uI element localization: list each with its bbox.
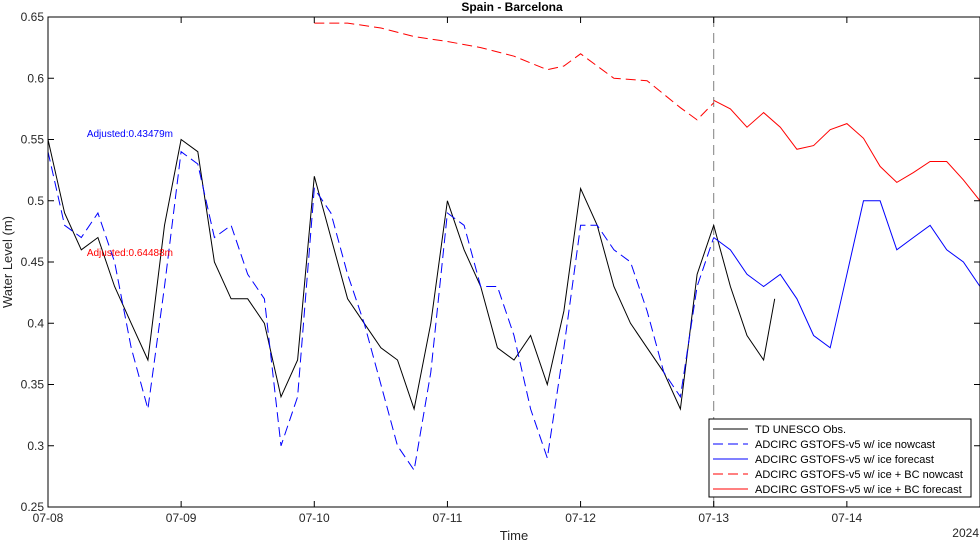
y-tick-label: 0.3 <box>27 439 44 453</box>
adjusted-annotation-1: Adjusted:0.43479m <box>87 129 173 140</box>
x-axis-label: Time <box>500 528 528 541</box>
legend-label: ADCIRC GSTOFS-v5 w/ ice + BC forecast <box>755 484 962 496</box>
x-tick-label: 07-09 <box>166 511 197 525</box>
legend-label: ADCIRC GSTOFS-v5 w/ ice + BC nowcast <box>755 469 963 481</box>
series-line-1 <box>48 138 776 411</box>
chart-title: Spain - Barcelona <box>461 0 563 14</box>
y-tick-label: 0.55 <box>21 133 45 147</box>
x-tick-label: 07-11 <box>433 511 463 525</box>
x-tick-label: 07-08 <box>33 511 64 525</box>
legend-label: ADCIRC GSTOFS-v5 w/ ice forecast <box>755 454 934 466</box>
series-line-4 <box>314 22 715 121</box>
legend-label: ADCIRC GSTOFS-v5 w/ ice nowcast <box>755 439 935 451</box>
series-line-2 <box>48 150 715 472</box>
legend: TD UNESCO Obs. ADCIRC GSTOFS-v5 w/ ice no… <box>708 418 972 498</box>
legend-box <box>708 418 972 498</box>
x-tick-label: 07-14 <box>832 511 863 525</box>
y-tick-label: 0.35 <box>21 378 45 392</box>
y-tick-label: 0.6 <box>27 71 44 85</box>
x-tick-label: 07-12 <box>565 511 596 525</box>
x-tick-label: 07-10 <box>299 511 330 525</box>
series-line-5 <box>713 99 980 202</box>
adjusted-annotation-2: Adjusted:0.64488m <box>87 248 173 259</box>
y-tick-label: 0.45 <box>21 255 45 269</box>
series-line-3 <box>713 200 980 349</box>
year-label: 2024 <box>952 526 979 540</box>
y-axis-label: Water Level (m) <box>0 216 15 308</box>
legend-label: TD UNESCO Obs. <box>755 424 846 436</box>
y-tick-label: 0.4 <box>27 316 44 330</box>
x-tick-label: 07-13 <box>698 511 729 525</box>
y-tick-label: 0.25 <box>21 500 45 514</box>
y-tick-label: 0.5 <box>27 194 44 208</box>
y-tick-label: 0.65 <box>21 10 45 24</box>
